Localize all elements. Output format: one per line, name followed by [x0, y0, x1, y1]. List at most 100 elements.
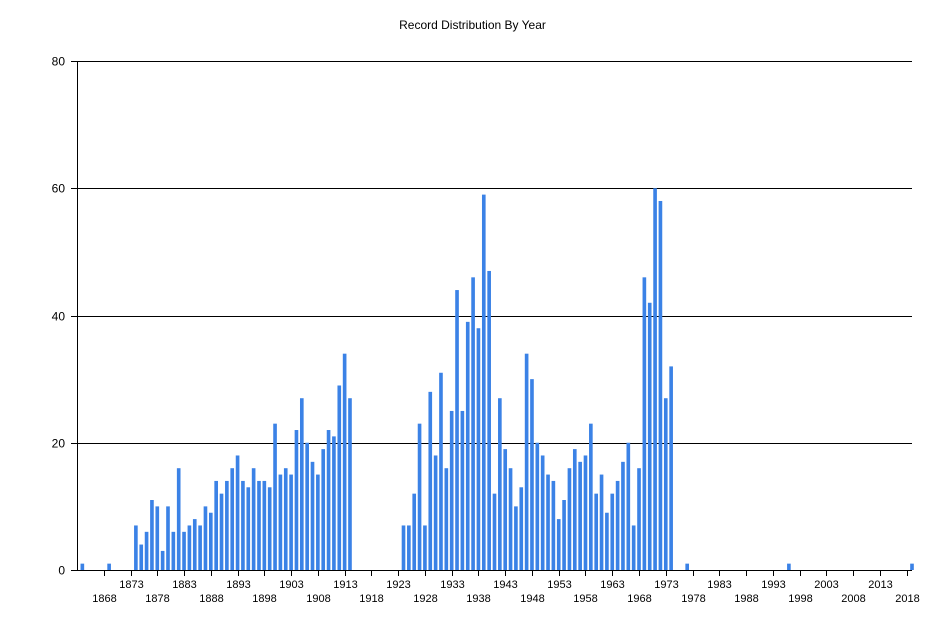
- bar-1910: [326, 430, 331, 570]
- x-tick-label: 1898: [252, 593, 276, 605]
- bar-1893: [235, 455, 240, 570]
- bar-1874: [134, 525, 138, 570]
- bar-2019: [910, 563, 914, 570]
- bar-1957: [578, 461, 582, 570]
- bar-1939: [481, 194, 486, 571]
- bar-1969: [642, 277, 647, 570]
- bar-1961: [599, 474, 604, 570]
- x-tick-label: 1893: [226, 579, 250, 591]
- x-tick-label: 2008: [841, 593, 865, 605]
- bar-1959: [589, 423, 593, 570]
- bars: [80, 188, 914, 571]
- bar-1950: [540, 455, 545, 570]
- bar-1897: [257, 480, 261, 570]
- bar-1881: [171, 531, 176, 570]
- x-tick-label: 2003: [814, 579, 838, 591]
- x-tick-label: 1933: [440, 579, 464, 591]
- bar-1913: [342, 353, 347, 570]
- bar-1895: [246, 487, 251, 570]
- x-tick-label: 1888: [199, 593, 223, 605]
- bar-1876: [144, 531, 149, 570]
- bar-1901: [278, 474, 283, 570]
- x-tick-label: 1908: [306, 593, 330, 605]
- x-tick-label: 1938: [466, 593, 490, 605]
- bar-1904: [294, 430, 299, 570]
- bar-1887: [203, 506, 208, 571]
- bar-1900: [273, 423, 277, 570]
- x-tick-label: 2018: [895, 593, 919, 605]
- bar-1928: [423, 525, 427, 570]
- bar-1869: [107, 563, 111, 570]
- grid-lines: [77, 61, 912, 444]
- bar-1940: [487, 270, 491, 570]
- bar-1944: [508, 468, 513, 570]
- bar-1954: [562, 500, 566, 570]
- bar-1930: [433, 455, 438, 570]
- bar-1902: [283, 468, 288, 570]
- bar-1882: [176, 468, 181, 570]
- bar-1949: [535, 442, 540, 570]
- bar-1973: [663, 398, 668, 570]
- bar-1879: [160, 550, 165, 570]
- bar-1942: [498, 398, 502, 570]
- bar-1884: [187, 525, 192, 570]
- bar-1924: [401, 525, 406, 570]
- y-tick-label: 0: [58, 564, 65, 578]
- bar-1972: [658, 200, 663, 571]
- bar-1906: [305, 442, 309, 570]
- bar-1953: [556, 519, 561, 570]
- x-tick-label: 1983: [707, 579, 731, 591]
- bar-1925: [407, 525, 411, 570]
- y-tick-label: 20: [52, 437, 66, 451]
- chart-title: Record Distribution By Year: [399, 18, 546, 32]
- bar-1967: [631, 525, 636, 570]
- bar-1934: [455, 290, 459, 570]
- bar-1945: [514, 506, 518, 571]
- x-tick-label: 1943: [493, 579, 517, 591]
- bar-1890: [219, 493, 224, 570]
- x-tick-label: 1918: [359, 593, 383, 605]
- bar-1886: [198, 525, 202, 570]
- bar-1943: [503, 449, 508, 570]
- bar-1952: [551, 480, 556, 570]
- bar-1908: [316, 474, 320, 570]
- x-tick-label: 1978: [681, 593, 705, 605]
- x-tick-label: 1963: [600, 579, 624, 591]
- bar-1996: [787, 563, 791, 570]
- bar-1958: [583, 455, 588, 570]
- bar-1937: [471, 277, 475, 570]
- bar-1935: [460, 410, 465, 570]
- bar-1941: [492, 493, 497, 570]
- bar-1955: [567, 468, 572, 570]
- x-tick-label: 1868: [92, 593, 116, 605]
- bar-1932: [444, 468, 449, 570]
- y-tick-label: 80: [52, 55, 66, 69]
- bar-1966: [626, 442, 631, 570]
- x-tick-label: 2013: [868, 579, 892, 591]
- bar-1931: [439, 372, 443, 570]
- bar-1883: [182, 531, 186, 570]
- bar-1971: [653, 188, 657, 570]
- x-tick-label: 1953: [547, 579, 571, 591]
- bar-1970: [647, 302, 652, 570]
- bar-1898: [262, 480, 267, 570]
- bar-1927: [417, 423, 422, 570]
- bar-1914: [348, 398, 352, 570]
- bar-1864: [80, 563, 85, 570]
- bar-1912: [337, 385, 342, 570]
- x-tick-label: 1873: [119, 579, 143, 591]
- bar-1946: [519, 487, 524, 570]
- bar-1962: [605, 512, 609, 570]
- x-tick-label: 1913: [333, 579, 357, 591]
- bar-1974: [669, 366, 673, 570]
- bar-1889: [214, 480, 218, 570]
- x-tick-label: 1988: [734, 593, 758, 605]
- bar-1905: [299, 398, 304, 570]
- x-tick-label: 1903: [279, 579, 303, 591]
- bar-1878: [155, 506, 160, 571]
- bar-1948: [530, 379, 534, 571]
- x-tick-label: 1878: [145, 593, 169, 605]
- bar-1977: [685, 563, 690, 570]
- bar-1894: [241, 480, 245, 570]
